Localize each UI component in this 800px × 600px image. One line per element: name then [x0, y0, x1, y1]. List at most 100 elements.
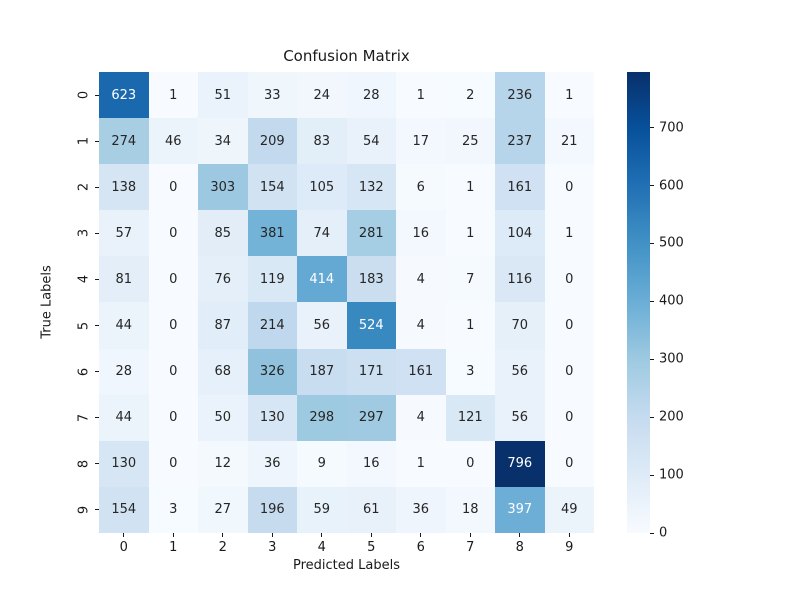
y-tick-label: 2 [76, 183, 92, 192]
y-tick-label: 7 [76, 413, 92, 422]
heatmap-cell: 0 [148, 348, 198, 395]
heatmap-cell: 49 [544, 486, 594, 533]
heatmap-cell: 56 [297, 302, 347, 349]
heatmap-cell: 0 [148, 302, 198, 349]
heatmap-cell: 16 [396, 210, 446, 257]
heatmap-cell: 154 [247, 164, 297, 211]
heatmap-cell: 414 [297, 256, 347, 303]
heatmap-cell: 81 [99, 256, 149, 303]
heatmap-cell: 0 [544, 348, 594, 395]
x-tick-label: 6 [416, 540, 425, 555]
heatmap-cell: 87 [198, 302, 248, 349]
heatmap-cell: 4 [396, 256, 446, 303]
colorbar-tick-label: 0 [659, 525, 668, 541]
colorbar-tick-mark [650, 242, 654, 244]
heatmap-cell: 1 [445, 302, 495, 349]
heatmap-cell: 104 [495, 210, 545, 257]
x-tick-mark [420, 533, 422, 537]
colorbar-tick-mark [650, 358, 654, 360]
heatmap-cell: 33 [247, 72, 297, 119]
colorbar-tick-mark [650, 532, 654, 534]
chart-title: Confusion Matrix [283, 47, 410, 65]
heatmap-cell: 796 [495, 440, 545, 487]
x-tick-label: 7 [466, 540, 475, 555]
y-tick-mark [95, 94, 99, 96]
y-tick-mark [95, 371, 99, 373]
heatmap-cell: 44 [99, 302, 149, 349]
heatmap-cell: 51 [198, 72, 248, 119]
heatmap-cell: 0 [148, 256, 198, 303]
heatmap-cell: 61 [346, 486, 396, 533]
colorbar-tick-mark [650, 300, 654, 302]
heatmap-cell: 236 [495, 72, 545, 119]
heatmap-cell: 130 [247, 394, 297, 441]
heatmap-cell: 1 [396, 440, 446, 487]
heatmap-grid: 623 1 51 33 24 28 1 2 236 1 274 46 34 209 83 54 17 25 237 2… [99, 72, 594, 533]
heatmap-cell: 1 [445, 164, 495, 211]
heatmap-cell: 138 [99, 164, 149, 211]
heatmap-cell: 56 [495, 348, 545, 395]
heatmap-cell: 524 [346, 302, 396, 349]
heatmap-cell: 119 [247, 256, 297, 303]
heatmap-cell: 274 [99, 118, 149, 165]
heatmap-cell: 25 [445, 118, 495, 165]
y-tick-mark [95, 417, 99, 419]
heatmap-cell: 214 [247, 302, 297, 349]
heatmap-cell: 161 [495, 164, 545, 211]
colorbar-tick-label: 500 [659, 235, 684, 251]
x-tick-label: 1 [169, 540, 178, 555]
colorbar-tick-label: 300 [659, 351, 684, 367]
heatmap-cell: 3 [445, 348, 495, 395]
heatmap-cell: 2 [445, 72, 495, 119]
x-tick-label: 3 [268, 540, 277, 555]
heatmap-cell: 0 [544, 256, 594, 303]
colorbar-tick-label: 700 [659, 120, 684, 136]
x-tick-mark [222, 533, 224, 537]
y-tick-label: 9 [76, 505, 92, 515]
heatmap-cell: 85 [198, 210, 248, 257]
colorbar-tick-mark [650, 127, 654, 129]
y-axis-label: True Labels [39, 265, 55, 339]
heatmap-cell: 154 [99, 486, 149, 533]
heatmap-cell: 171 [346, 348, 396, 395]
heatmap-cell: 36 [247, 440, 297, 487]
heatmap-cell: 298 [297, 394, 347, 441]
heatmap-cell: 28 [346, 72, 396, 119]
y-tick-label: 4 [76, 275, 92, 284]
heatmap-cell: 130 [99, 440, 149, 487]
heatmap-cell: 105 [297, 164, 347, 211]
y-tick-label: 8 [76, 459, 92, 468]
colorbar-tick-mark [650, 416, 654, 418]
heatmap-cell: 54 [346, 118, 396, 165]
heatmap-cell: 70 [495, 302, 545, 349]
heatmap-cell: 17 [396, 118, 446, 165]
colorbar-tick-label: 200 [659, 409, 684, 425]
heatmap-cell: 18 [445, 486, 495, 533]
y-tick-mark [95, 463, 99, 465]
heatmap-cell: 326 [247, 348, 297, 395]
heatmap-cell: 21 [544, 118, 594, 165]
heatmap-cell: 0 [148, 164, 198, 211]
heatmap-cell: 0 [544, 394, 594, 441]
heatmap-cell: 16 [346, 440, 396, 487]
heatmap-cell: 209 [247, 118, 297, 165]
y-tick-mark [95, 325, 99, 327]
heatmap-cell: 4 [396, 302, 446, 349]
y-tick-mark [95, 140, 99, 142]
heatmap-cell: 161 [396, 348, 446, 395]
x-tick-label: 5 [367, 540, 376, 555]
heatmap-cell: 74 [297, 210, 347, 257]
heatmap-cell: 196 [247, 486, 297, 533]
heatmap-cell: 6 [396, 164, 446, 211]
heatmap-cell: 83 [297, 118, 347, 165]
heatmap-cell: 1 [396, 72, 446, 119]
heatmap-cell: 4 [396, 394, 446, 441]
y-tick-label: 3 [76, 229, 92, 238]
heatmap-cell: 297 [346, 394, 396, 441]
colorbar [627, 72, 650, 533]
heatmap-cell: 0 [544, 302, 594, 349]
heatmap-cell: 381 [247, 210, 297, 257]
x-tick-mark [271, 533, 273, 537]
x-tick-label: 4 [317, 540, 326, 555]
